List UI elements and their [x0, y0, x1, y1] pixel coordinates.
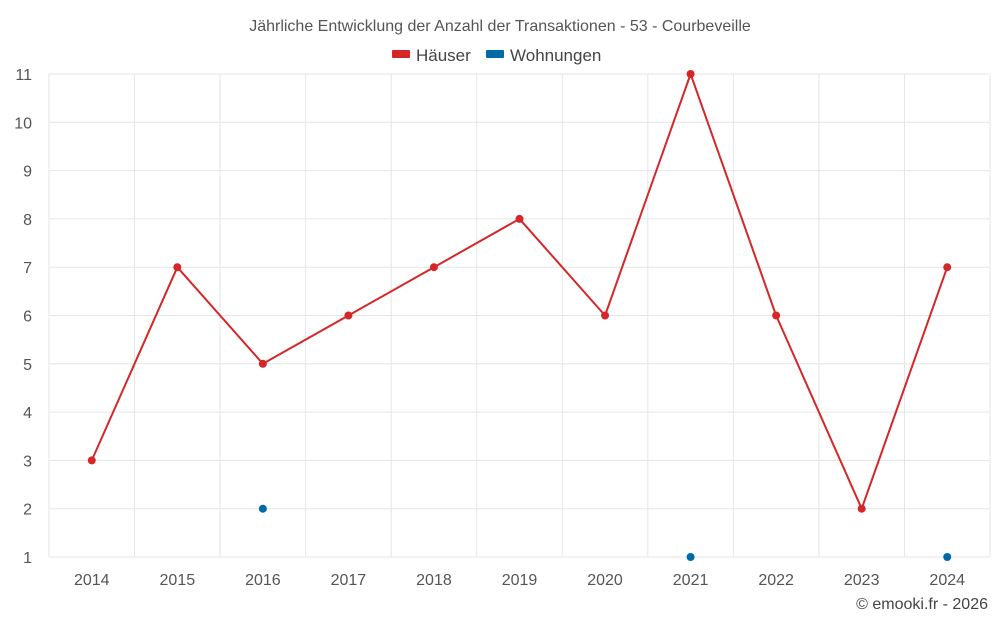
data-point-haeuser-2022[interactable] [772, 311, 781, 320]
data-point-haeuser-2020[interactable] [601, 311, 610, 320]
data-point-haeuser-2017[interactable] [344, 311, 353, 320]
y-tick-label: 6 [23, 309, 32, 326]
data-point-haeuser-2014[interactable] [87, 456, 96, 465]
x-tick-label: 2019 [502, 572, 538, 589]
x-tick-label: 2014 [74, 572, 110, 589]
y-axis-ticks: 1 2 3 4 5 6 7 8 9 10 11 [14, 67, 32, 567]
y-gridlines [49, 73, 990, 558]
y-tick-label: 2 [23, 502, 32, 519]
series-points [87, 70, 952, 561]
x-axis-ticks: 2014 2015 2016 2017 2018 2019 2020 2021 2022 2023… [74, 572, 965, 589]
legend-swatch-wohnungen [486, 50, 504, 58]
legend-label-haeuser[interactable]: Häuser [416, 46, 471, 65]
x-tick-label: 2023 [844, 572, 880, 589]
x-tick-label: 2020 [587, 572, 623, 589]
legend-swatch-haeuser [392, 50, 410, 58]
y-tick-label: 10 [14, 115, 32, 132]
y-tick-label: 7 [23, 260, 32, 277]
y-tick-label: 4 [23, 405, 32, 422]
data-point-haeuser-2019[interactable] [515, 214, 524, 223]
x-tick-label: 2016 [245, 572, 281, 589]
x-tick-label: 2017 [331, 572, 367, 589]
chart-title: Jährliche Entwicklung der Anzahl der Tra… [249, 18, 751, 35]
y-tick-label: 11 [15, 67, 32, 84]
data-point-haeuser-2023[interactable] [857, 504, 866, 513]
data-point-haeuser-2021[interactable] [686, 70, 695, 78]
x-tick-label: 2018 [416, 572, 452, 589]
y-tick-label: 5 [23, 357, 32, 374]
y-tick-label: 1 [23, 550, 32, 567]
data-point-wohnungen-2021[interactable] [686, 553, 695, 561]
data-point-wohnungen-2016[interactable] [258, 504, 267, 513]
data-point-haeuser-2016[interactable] [258, 359, 267, 368]
x-tick-label: 2022 [758, 572, 794, 589]
y-tick-label: 8 [23, 212, 32, 229]
data-point-wohnungen-2024[interactable] [943, 553, 952, 561]
data-point-haeuser-2024[interactable] [943, 263, 952, 272]
data-point-haeuser-2018[interactable] [429, 263, 438, 272]
legend: Häuser Wohnungen [392, 46, 601, 65]
credit-text: © emooki.fr - 2026 [856, 596, 988, 613]
legend-label-wohnungen[interactable]: Wohnungen [510, 46, 601, 65]
data-point-haeuser-2015[interactable] [173, 263, 182, 272]
x-tick-label: 2015 [160, 572, 196, 589]
x-tick-label: 2024 [929, 572, 965, 589]
y-tick-label: 3 [23, 453, 32, 470]
x-tick-label: 2021 [673, 572, 709, 589]
y-tick-label: 9 [23, 164, 32, 181]
